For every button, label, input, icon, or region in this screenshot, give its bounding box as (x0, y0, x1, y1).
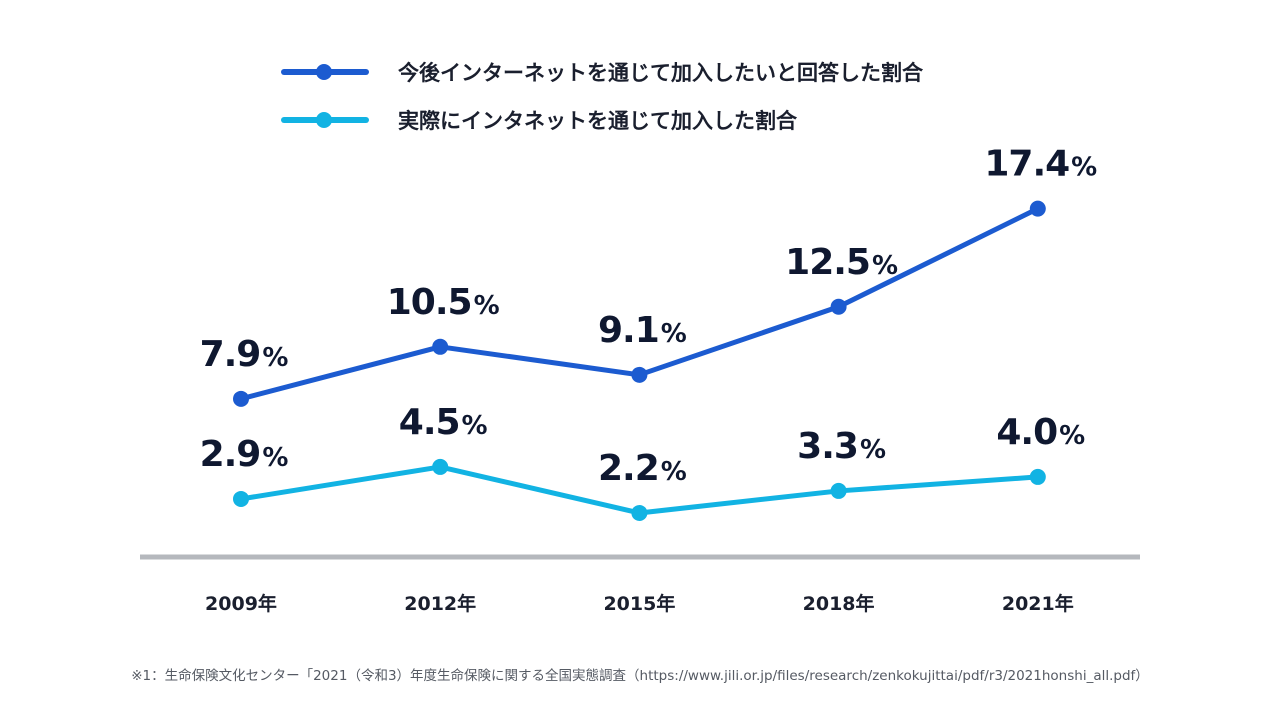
series-2: 2.9% 4.5% 2.2% 3.3% 4.0% (200, 402, 1085, 521)
data-point (631, 504, 648, 521)
data-point (1029, 200, 1046, 217)
x-tick-label: 2009年 (205, 592, 277, 615)
data-label: 2.2% (598, 448, 687, 489)
legend-marker (316, 112, 332, 128)
data-point (432, 338, 449, 355)
data-point (1029, 468, 1046, 485)
data-label: 12.5% (785, 242, 898, 283)
footnote: ※1：生命保険文化センター「2021（令和3）年度生命保険に関する全国実態調査（… (131, 668, 1149, 684)
legend-label: 今後インターネットを通じて加入したいと回答した割合 (398, 61, 924, 85)
data-point (830, 298, 847, 315)
data-label: 3.3% (797, 426, 886, 467)
legend-item-2: 実際にインタネットを通じて加入した割合 (281, 109, 798, 133)
data-label: 4.0% (996, 412, 1085, 453)
data-label: 2.9% (200, 434, 289, 475)
data-label: 9.1% (598, 310, 687, 351)
x-tick-label: 2015年 (603, 592, 675, 615)
data-point (233, 490, 249, 507)
x-tick-label: 2012年 (404, 592, 476, 615)
data-point (432, 458, 449, 475)
x-tick-label: 2018年 (803, 592, 875, 615)
data-point (233, 390, 249, 407)
data-label: 7.9% (200, 334, 289, 375)
data-label: 10.5% (387, 282, 500, 323)
series-1: 7.9% 10.5% 9.1% 12.5% 17.4% (200, 144, 1097, 407)
legend-item-1: 今後インターネットを通じて加入したいと回答した割合 (281, 61, 924, 85)
data-label: 4.5% (399, 402, 488, 443)
data-point (631, 366, 648, 383)
data-label: 17.4% (984, 144, 1097, 185)
data-point (830, 482, 847, 499)
legend-marker (316, 64, 332, 80)
x-tick-label: 2021年 (1002, 592, 1074, 615)
legend-label: 実際にインタネットを通じて加入した割合 (398, 109, 798, 133)
